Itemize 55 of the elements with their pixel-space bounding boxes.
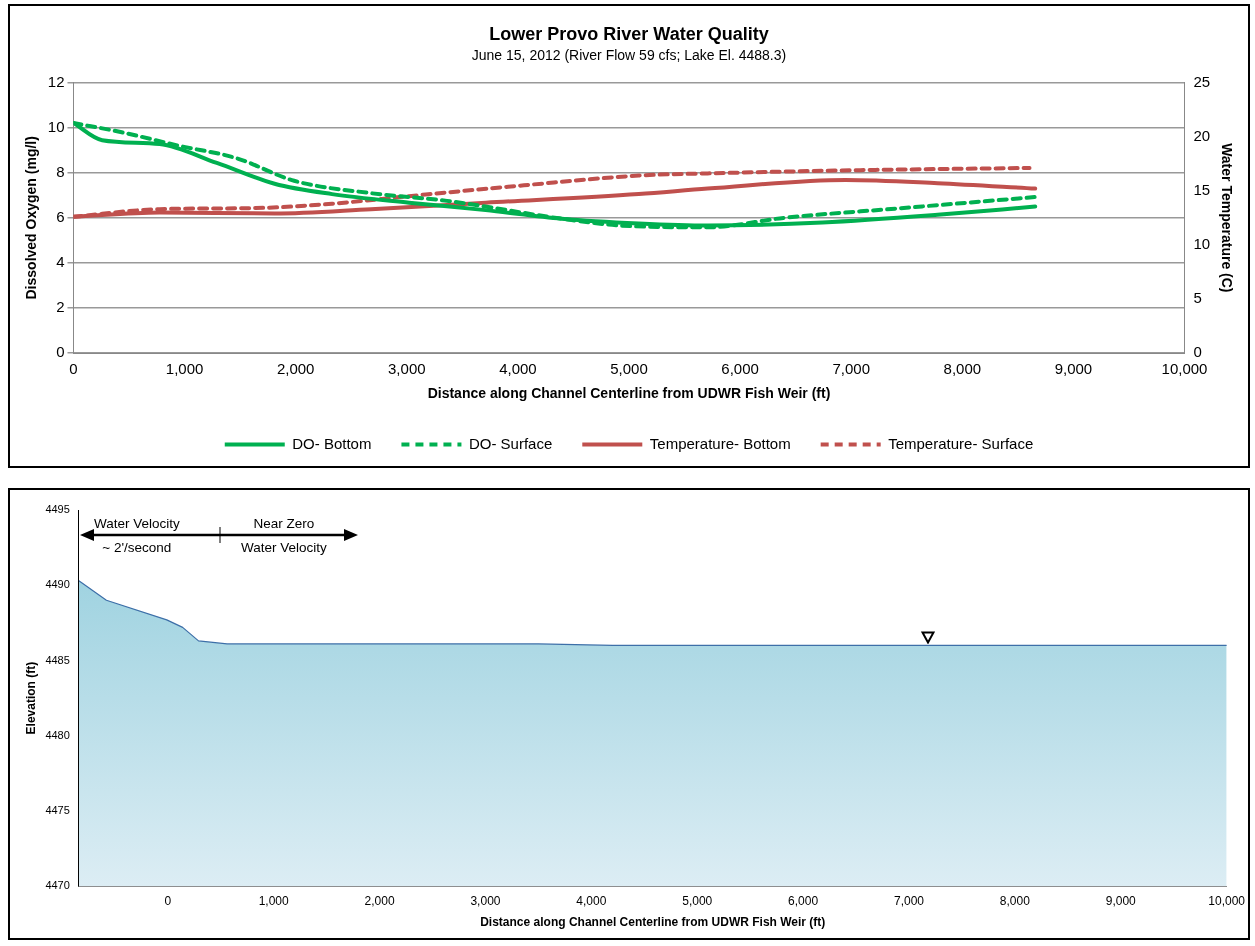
chart-title: Lower Provo River Water Quality <box>489 23 769 44</box>
legend-label: DO- Surface <box>468 434 553 452</box>
y2-tick-label: 25 <box>1193 72 1211 90</box>
y-tick-label: 4485 <box>45 653 70 666</box>
annotation: ~ 2'/second <box>102 540 172 555</box>
y2-axis-title: Water Temperature (C) <box>1218 143 1235 293</box>
y-tick-label: 0 <box>56 343 65 361</box>
y-tick-label: 4 <box>56 253 65 271</box>
x-tick-label: 10,000 <box>1161 360 1208 378</box>
y-tick-label: 4475 <box>45 803 70 816</box>
y-tick-label: 6 <box>56 207 65 225</box>
x-tick-label: 6,000 <box>721 360 759 378</box>
x-tick-label: 7,000 <box>893 893 925 908</box>
y-tick-label: 4490 <box>45 578 70 591</box>
x-tick-label: 9,000 <box>1105 893 1137 908</box>
x-tick-label: 3,000 <box>470 893 501 908</box>
y2-tick-label: 15 <box>1193 180 1211 198</box>
legend-label: DO- Bottom <box>292 434 372 452</box>
x-tick-label: 4,000 <box>499 360 537 378</box>
x-tick-label: 1,000 <box>165 360 204 378</box>
x-tick-label: 0 <box>164 893 172 908</box>
x-axis-title: Distance along Channel Centerline from UDWR Fish Weir (ft) <box>480 915 826 930</box>
y2-tick-label: 20 <box>1193 126 1211 144</box>
x-tick-label: 5,000 <box>682 893 713 908</box>
annotation: Near Zero <box>253 516 315 531</box>
y-tick-label: 2 <box>56 298 65 316</box>
y-tick-label: 4470 <box>45 879 70 892</box>
legend-label: Temperature- Bottom <box>649 434 791 452</box>
annotation: Water Velocity <box>240 540 327 555</box>
x-tick-label: 2,000 <box>276 360 315 378</box>
y-tick-label: 4480 <box>45 728 70 741</box>
y2-tick-label: 0 <box>1193 343 1202 361</box>
x-tick-label: 5,000 <box>610 360 648 378</box>
x-axis-title: Distance along Channel Centerline from UDWR Fish Weir (ft) <box>427 385 831 402</box>
x-tick-label: 3,000 <box>388 360 426 378</box>
legend-label: Temperature- Surface <box>888 434 1034 452</box>
x-tick-label: 10,000 <box>1208 893 1246 908</box>
annotation: Water Velocity <box>93 516 180 531</box>
y2-tick-label: 5 <box>1193 289 1202 307</box>
x-tick-label: 8,000 <box>943 360 982 378</box>
x-tick-label: 2,000 <box>364 893 395 908</box>
y-tick-label: 8 <box>56 162 65 180</box>
x-tick-label: 4,000 <box>576 893 607 908</box>
y-tick-label: 10 <box>47 117 65 135</box>
x-tick-label: 7,000 <box>832 360 870 378</box>
x-tick-label: 8,000 <box>999 893 1031 908</box>
y-tick-label: 4495 <box>45 503 70 516</box>
y-axis-title: Elevation (ft) <box>23 661 38 735</box>
x-tick-label: 6,000 <box>788 893 819 908</box>
y-tick-label: 12 <box>47 72 65 90</box>
y2-tick-label: 10 <box>1193 235 1211 253</box>
chart-subtitle: June 15, 2012 (River Flow 59 cfs; Lake El. 4488.3) <box>471 46 787 63</box>
x-tick-label: 9,000 <box>1054 360 1093 378</box>
y-axis-title: Dissolved Oxygen (mg/l) <box>23 136 40 300</box>
x-tick-label: 1,000 <box>258 893 290 908</box>
